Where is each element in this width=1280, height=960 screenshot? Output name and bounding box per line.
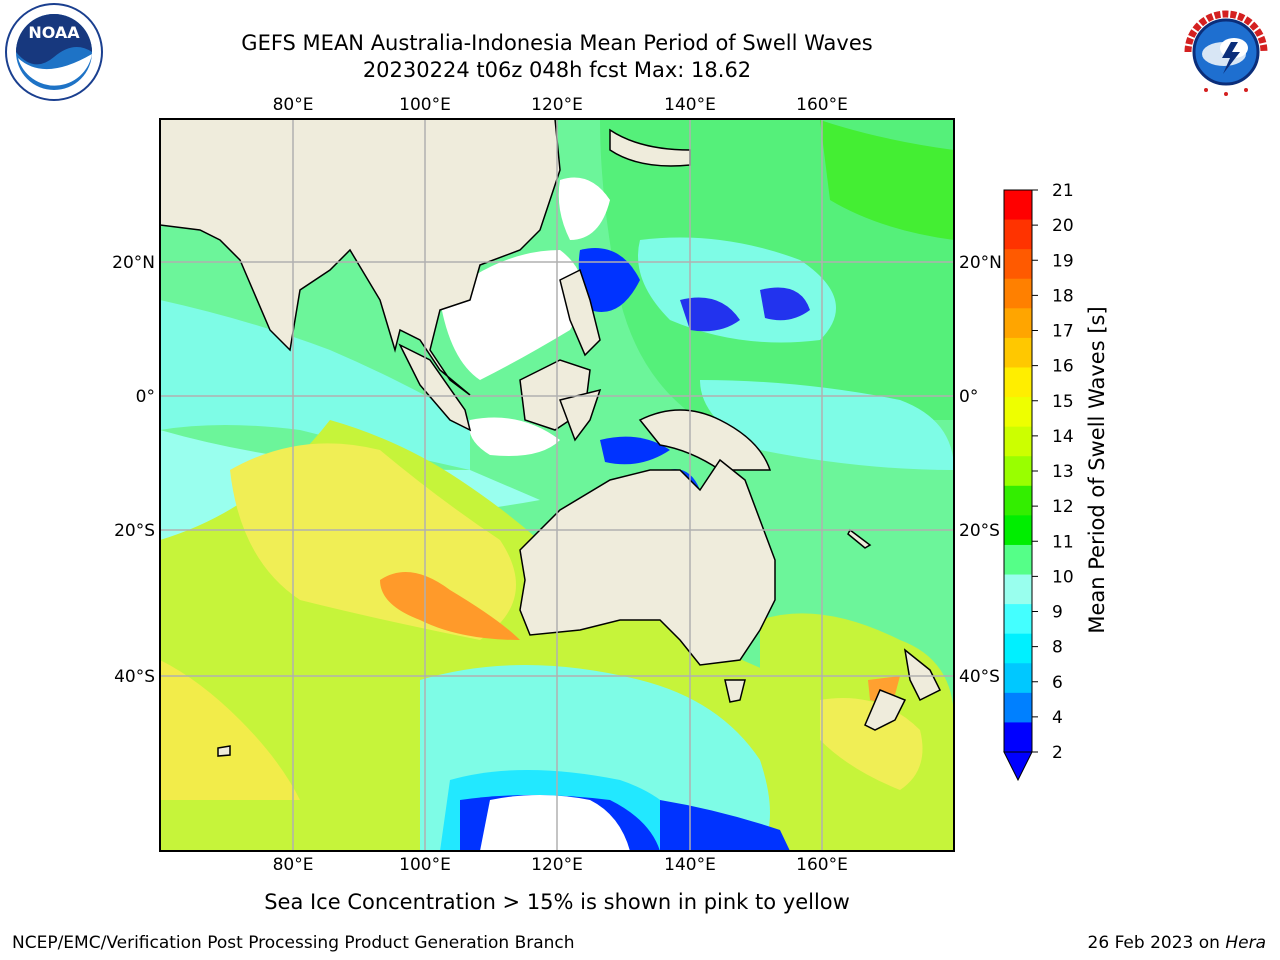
map-frame bbox=[159, 118, 955, 852]
colorbar-segment bbox=[1004, 249, 1032, 280]
footer-date-text: 26 Feb 2023 on bbox=[1087, 933, 1226, 953]
colorbar-extend-arrow bbox=[1003, 751, 1033, 782]
footer-credit: NCEP/EMC/Verification Post Processing Pr… bbox=[12, 933, 575, 953]
colorbar-tick-label: 12 bbox=[1052, 497, 1074, 517]
lon-label: 120°E bbox=[531, 855, 583, 875]
colorbar-segment bbox=[1004, 722, 1032, 753]
land bbox=[160, 119, 942, 757]
lon-label: 140°E bbox=[664, 95, 716, 115]
colorbar-segment bbox=[1004, 397, 1032, 428]
lon-label: 100°E bbox=[399, 95, 451, 115]
nws-logo bbox=[1178, 4, 1274, 100]
footer-host: Hera bbox=[1225, 933, 1266, 953]
lat-labels-left: 20°N 0° 20°S 40°S bbox=[112, 253, 155, 687]
colorbar-tick-label: 10 bbox=[1052, 567, 1074, 587]
lat-label: 40°S bbox=[959, 667, 1000, 687]
noaa-logo-text: NOAA bbox=[28, 23, 80, 42]
colorbar-segment bbox=[1004, 604, 1032, 635]
lon-label: 80°E bbox=[273, 855, 314, 875]
map-subtitle: 20230224 t06z 048h fcst Max: 18.62 bbox=[362, 58, 752, 82]
colorbar-tick-label: 6 bbox=[1052, 673, 1063, 693]
colorbar-tick-label: 11 bbox=[1052, 532, 1074, 552]
colorbar-segment bbox=[1004, 337, 1032, 368]
colorbar-tick-label: 14 bbox=[1052, 427, 1074, 447]
colorbar-tick-label: 18 bbox=[1052, 286, 1074, 306]
colorbar-segment bbox=[1004, 219, 1032, 250]
lat-label: 40°S bbox=[114, 667, 155, 687]
colorbar-tick-label: 21 bbox=[1052, 181, 1074, 201]
lon-label: 160°E bbox=[796, 95, 848, 115]
lat-labels-right: 20°N 0° 20°S 40°S bbox=[959, 253, 1002, 687]
colorbar-segment bbox=[1004, 574, 1032, 605]
lat-label: 20°S bbox=[959, 521, 1000, 541]
colorbar-segment bbox=[1004, 367, 1032, 398]
colorbar-tick-label: 19 bbox=[1052, 251, 1074, 271]
lon-label: 100°E bbox=[399, 855, 451, 875]
colorbar-tick-label: 15 bbox=[1052, 392, 1074, 412]
colorbar-tick-label: 4 bbox=[1052, 708, 1063, 728]
lon-label: 160°E bbox=[796, 855, 848, 875]
colorbar-segment bbox=[1004, 485, 1032, 516]
colorbar-segment bbox=[1004, 308, 1032, 339]
lon-label: 80°E bbox=[273, 95, 314, 115]
noaa-logo: NOAA bbox=[5, 3, 103, 101]
colorbar-segment bbox=[1004, 663, 1032, 694]
footer-date: 26 Feb 2023 on Hera bbox=[1088, 933, 1266, 953]
lon-label: 140°E bbox=[664, 855, 716, 875]
colorbar-segment bbox=[1004, 456, 1032, 487]
lon-label: 120°E bbox=[531, 95, 583, 115]
colorbar-title: Mean Period of Swell Waves [s] bbox=[1085, 306, 1109, 634]
lat-label: 20°S bbox=[114, 521, 155, 541]
colorbar-tick-label: 13 bbox=[1052, 462, 1074, 482]
lon-labels-top: 80°E 100°E 120°E 140°E 160°E bbox=[273, 95, 848, 115]
colorbar-segment bbox=[1004, 278, 1032, 309]
colorbar-tick-label: 8 bbox=[1052, 638, 1063, 658]
colorbar-tick-label: 20 bbox=[1052, 216, 1074, 236]
colorbar-segment bbox=[1004, 633, 1032, 664]
sea-ice-note: Sea Ice Concentration > 15% is shown in … bbox=[264, 890, 850, 914]
lon-labels-bottom: 80°E 100°E 120°E 140°E 160°E bbox=[273, 855, 848, 875]
colorbar: 21 20 19 18 17 16 15 14 13 12 11 10 9 8 6 4 2 bbox=[1003, 181, 1074, 782]
colorbar-segment bbox=[1004, 190, 1032, 221]
graticule bbox=[160, 119, 954, 851]
colorbar-tick-label: 2 bbox=[1052, 743, 1063, 763]
colorbar-segment bbox=[1004, 692, 1032, 723]
lat-label: 0° bbox=[959, 387, 978, 407]
colorbar-segment bbox=[1004, 426, 1032, 457]
map-title: GEFS MEAN Australia-Indonesia Mean Perio… bbox=[241, 31, 873, 55]
colorbar-segment bbox=[1004, 515, 1032, 546]
lat-label: 0° bbox=[136, 387, 155, 407]
colorbar-tick-label: 9 bbox=[1052, 603, 1063, 623]
lat-label: 20°N bbox=[112, 253, 155, 273]
colorbar-tick-label: 16 bbox=[1052, 357, 1074, 377]
colorbar-segment bbox=[1004, 544, 1032, 576]
lat-label: 20°N bbox=[959, 253, 1002, 273]
colorbar-tick-label: 17 bbox=[1052, 322, 1074, 342]
